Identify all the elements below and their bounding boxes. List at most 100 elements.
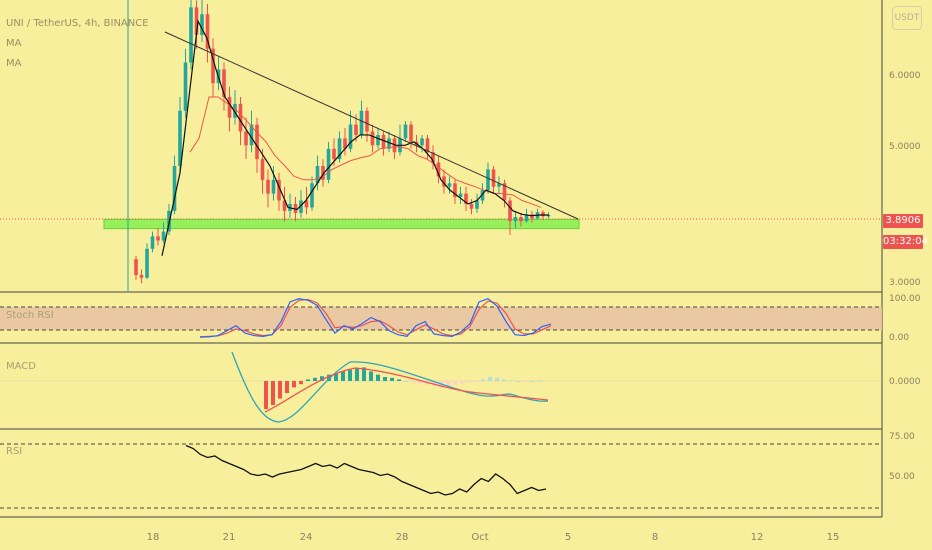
stoch-rsi-label[interactable]: Stoch RSI [6,310,54,321]
candle-body [266,179,270,194]
macd-hist-bar [474,381,478,382]
candle-body [497,183,501,187]
symbol-title[interactable]: UNI / TetherUS, 4h, BINANCE [6,18,149,29]
candle-body [315,166,320,184]
candle-body [194,7,199,35]
rsi-tick-label: 50.00 [889,472,915,482]
ma-slow-line [189,96,542,208]
macd-hist-bar [453,381,457,385]
rsi-label[interactable]: RSI [6,446,23,457]
candle-body [513,217,518,222]
bar-countdown: 03:32:04 [883,235,928,249]
candle-body [189,7,193,63]
ma2-label[interactable]: MA [6,58,22,69]
macd-hist-bar [355,368,359,381]
candle-body [304,200,309,208]
macd-hist-bar [523,381,527,382]
macd-hist-bar [432,381,436,386]
chart-legend: UNI / TetherUS, 4h, BINANCE MA MA [6,14,149,74]
candle-body [200,14,204,35]
price-tick-label: 6.0000 [889,71,921,81]
candle-body [321,166,325,180]
stoch-tick-label: 100.00 [889,294,921,304]
macd-hist-bar [467,381,471,383]
macd-hist-bar [271,381,275,405]
candle-body [183,62,188,111]
candle-body [354,124,358,135]
candle-body [464,193,468,204]
currency-badge[interactable]: USDT [892,6,922,30]
candle-body [541,212,545,217]
macd-hist-bar [299,381,303,385]
macd-hist-bar [369,371,373,381]
macd-hist-bar [446,381,450,387]
candle-body [260,159,265,180]
candle-body [475,200,479,209]
candle-body [233,103,237,118]
candle-body [508,200,512,222]
candle-body [530,214,534,219]
ma1-label[interactable]: MA [6,38,22,49]
time-tick-label: 21 [223,532,236,543]
support-zone [103,218,580,230]
macd-hist-bar [481,379,485,381]
macd-hist-bar [530,381,534,382]
candle-body [244,131,248,146]
macd-hist-bar [537,380,541,382]
candle-body [139,275,144,278]
macd-hist-bar [376,374,380,381]
time-tick-label: 8 [652,532,658,543]
candle-body [546,215,551,217]
stoch-tick-label: 0.00 [889,333,909,343]
macd-hist-bar [334,373,338,381]
macd-line [231,351,549,423]
candle-body [271,179,276,194]
candle-body [502,183,507,201]
candle-body [332,148,336,160]
macd-hist-bar [383,377,387,381]
candle-body [205,14,210,49]
macd-hist-bar [292,381,296,388]
time-tick-label: 12 [751,532,764,543]
macd-label[interactable]: MACD [6,361,36,372]
macd-hist-bar [404,381,408,382]
candle-body [293,203,298,213]
stoch-band [0,307,882,330]
candle-body [480,190,485,201]
macd-hist-bar [460,381,464,384]
current-price-tag: 3.8906 [883,214,923,228]
candle-body [348,124,353,149]
candle-body [145,248,149,278]
candle-body [420,138,424,146]
macd-signal-line [264,367,549,413]
candle-body [447,183,452,187]
candle-body [381,134,386,149]
candle-body [150,236,155,249]
macd-hist-bar [348,369,352,381]
time-tick-label: 5 [565,532,571,543]
candle-body [172,166,177,211]
macd-hist-bar [390,377,394,381]
macd-hist-bar [320,376,324,381]
macd-hist-bar [327,374,331,381]
candle-body [255,124,259,160]
stoch-k-line [199,297,552,338]
time-tick-label: 28 [396,532,409,543]
macd-hist-bar [411,381,415,383]
macd-hist-bar [278,381,282,399]
rsi-tick-label: 75.00 [889,432,915,442]
candle-body [469,203,474,209]
candle-body [211,48,215,84]
candle-body [178,110,182,167]
candle-body [343,138,347,149]
candle-body [519,217,523,222]
ma-fast-line [161,19,549,256]
candle-body [376,134,380,146]
macd-hist-bar [285,381,289,393]
candle-body [227,97,232,118]
macd-hist-bar [362,367,366,381]
candle-body [134,259,138,276]
candle-body [310,183,314,208]
